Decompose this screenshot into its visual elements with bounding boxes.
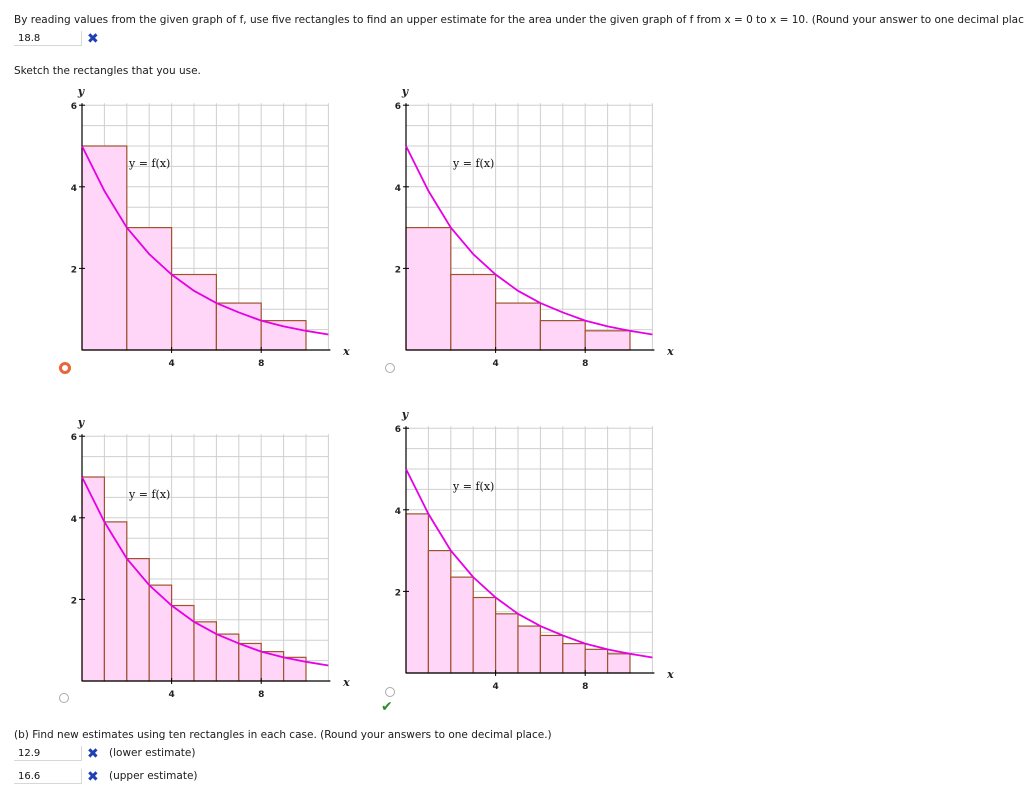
x-axis-label: x	[342, 676, 350, 689]
y-axis-label: y	[77, 85, 86, 98]
y-tick-label: 4	[395, 184, 401, 194]
rectangle-8	[238, 642, 262, 682]
correct-check-icon: ✔	[381, 699, 393, 715]
y-tick-label: 4	[395, 507, 401, 517]
rectangle-1	[405, 513, 429, 674]
incorrect-icon: ✖	[87, 769, 99, 785]
rectangle-4	[539, 320, 586, 351]
rectangle-3	[126, 558, 150, 682]
y-axis-label: y	[401, 85, 410, 98]
rectangle-2	[450, 273, 497, 351]
curve-label: y = f(x)	[452, 157, 494, 170]
graph-option-2-radio[interactable]	[385, 363, 395, 373]
curve-f	[405, 145, 653, 336]
rectangle-2	[427, 550, 452, 674]
part-b-prompt: (b) Find new estimates using ten rectang…	[14, 729, 552, 741]
y-axis-label: y	[77, 416, 86, 429]
rectangle-1	[405, 227, 452, 351]
y-axis-label: y	[401, 408, 410, 421]
rectangle-2	[126, 227, 173, 351]
curve-label: y = f(x)	[452, 480, 494, 493]
curve-label: y = f(x)	[128, 157, 170, 170]
rectangle-8	[562, 643, 586, 674]
x-axis-label: x	[342, 345, 350, 358]
x-axis-label: x	[666, 668, 674, 681]
part-a-prompt: By reading values from the given graph o…	[14, 14, 1024, 26]
rectangle-7	[539, 634, 564, 674]
rectangle-10	[607, 653, 631, 674]
rectangle-1	[81, 145, 128, 351]
x-tick-label: 4	[492, 359, 498, 369]
rectangle-4	[215, 302, 262, 351]
part-a-answer-field[interactable]: 18.8	[14, 31, 82, 46]
graph-option-1-radio[interactable]	[59, 362, 71, 374]
rectangle-3	[494, 302, 541, 351]
sketch-prompt: Sketch the rectangles that you use.	[14, 65, 201, 77]
y-tick-label: 6	[71, 102, 77, 112]
curve-label: y = f(x)	[128, 488, 170, 501]
rectangle-1	[81, 476, 105, 682]
upper-estimate-field[interactable]: 16.6	[14, 769, 82, 784]
y-tick-label: 2	[395, 588, 401, 598]
lower-estimate-field[interactable]: 12.9	[14, 746, 82, 761]
rectangles-graph-3: 4 8 2 4 6y x y = f(x)	[71, 416, 350, 700]
y-tick-label: 6	[71, 433, 77, 443]
x-tick-label: 8	[258, 690, 264, 700]
rectangles-graph-2: 4 8 2 4 6y x y = f(x)	[395, 85, 674, 369]
y-tick-label: 2	[71, 265, 77, 275]
curve-f	[81, 145, 329, 336]
rectangle-5	[260, 320, 307, 351]
incorrect-icon: ✖	[87, 31, 99, 47]
y-tick-label: 6	[395, 425, 401, 435]
x-tick-label: 8	[582, 359, 588, 369]
curve-f	[81, 476, 329, 667]
graph-option-3-radio[interactable]	[59, 693, 69, 703]
rectangle-6	[193, 621, 217, 682]
y-tick-label: 4	[71, 184, 77, 194]
incorrect-icon: ✖	[87, 746, 99, 762]
graph-option-4-radio[interactable]	[385, 687, 395, 697]
rectangle-3	[170, 273, 217, 351]
curve-f	[405, 468, 653, 659]
y-tick-label: 6	[395, 102, 401, 112]
x-axis-label: x	[666, 345, 674, 358]
x-tick-label: 4	[168, 359, 174, 369]
rectangles-graph-4: 4 8 2 4 6y x y = f(x)	[395, 408, 674, 692]
y-tick-label: 2	[71, 596, 77, 606]
rectangle-3	[450, 576, 474, 674]
x-tick-label: 4	[168, 690, 174, 700]
y-tick-label: 4	[71, 515, 77, 525]
x-tick-label: 8	[582, 682, 588, 692]
rectangle-9	[584, 648, 609, 674]
lower-estimate-label: (lower estimate)	[109, 747, 196, 759]
rectangles-graph-1: 4 8 2 4 6y x y = f(x)	[71, 85, 350, 369]
rectangle-4	[148, 584, 173, 682]
x-tick-label: 8	[258, 359, 264, 369]
rectangle-2	[103, 521, 128, 682]
upper-estimate-label: (upper estimate)	[109, 770, 198, 782]
rectangle-5	[494, 613, 519, 674]
x-tick-label: 4	[492, 682, 498, 692]
rectangle-4	[472, 596, 497, 674]
rectangle-5	[170, 604, 195, 682]
rectangle-6	[517, 625, 541, 674]
rectangle-5	[584, 330, 631, 351]
y-tick-label: 2	[395, 265, 401, 275]
